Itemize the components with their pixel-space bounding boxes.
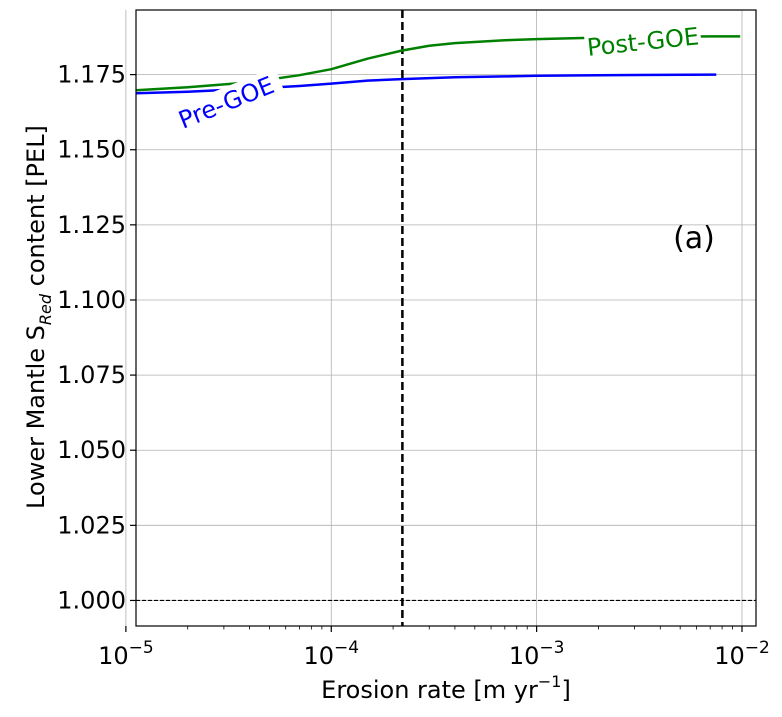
panel-label: (a) xyxy=(673,221,715,256)
y-axis-title: Lower Mantle SRed content [PEL] xyxy=(22,125,55,509)
x-tick-label-base: 10 xyxy=(98,642,129,670)
y-tick-label: 1.075 xyxy=(57,361,126,389)
x-tick-label-base: 10 xyxy=(303,642,334,670)
y-axis-ticks: 1.000 1.025 1.050 1.075 1.100 1.125 1.150 1.175 xyxy=(57,61,136,614)
series-label-post-goe: Post-GOE xyxy=(586,22,701,62)
inline-series-labels: Pre-GOE Post-GOE xyxy=(167,21,703,139)
reference-lines xyxy=(136,10,756,626)
x-tick-label-exponent: −3 xyxy=(539,638,564,658)
series-label-background xyxy=(167,67,286,139)
x-tick-label-base: 10 xyxy=(714,642,745,670)
y-axis-title-end: content [PEL] xyxy=(22,125,50,294)
x-tick-label: 10−4 xyxy=(303,638,359,670)
y-tick-label: 1.000 xyxy=(57,586,126,614)
plot-frame xyxy=(135,9,757,627)
x-axis-ticks: 10−5 10−4 10−3 10−2 xyxy=(98,626,770,670)
y-tick-label: 1.175 xyxy=(57,61,126,89)
x-tick-label: 10−2 xyxy=(714,638,770,670)
y-tick-label: 1.025 xyxy=(57,511,126,539)
x-axis-title-end: ] xyxy=(561,676,570,704)
x-tick-label: 10−3 xyxy=(509,638,565,670)
x-tick-label-exponent: −2 xyxy=(745,638,770,658)
y-axis-title-sub: Red xyxy=(36,293,55,325)
x-tick-label-exponent: −5 xyxy=(129,638,154,658)
y-tick-label: 1.100 xyxy=(57,286,126,314)
x-tick-label: 10−5 xyxy=(98,638,154,670)
series-label-pre-goe: Pre-GOE xyxy=(175,71,279,135)
x-axis-title-main: Erosion rate [m yr xyxy=(321,676,538,704)
x-axis-title: Erosion rate [m yr−1] xyxy=(321,672,571,704)
y-tick-label: 1.150 xyxy=(57,136,126,164)
x-tick-label-base: 10 xyxy=(509,642,540,670)
y-tick-label: 1.050 xyxy=(57,436,126,464)
x-axis-title-sup: −1 xyxy=(538,672,562,691)
y-axis-title-main: Lower Mantle S xyxy=(22,325,50,509)
y-tick-label: 1.125 xyxy=(57,211,126,239)
x-tick-label-exponent: −4 xyxy=(334,638,359,658)
series-label-background xyxy=(583,21,703,64)
